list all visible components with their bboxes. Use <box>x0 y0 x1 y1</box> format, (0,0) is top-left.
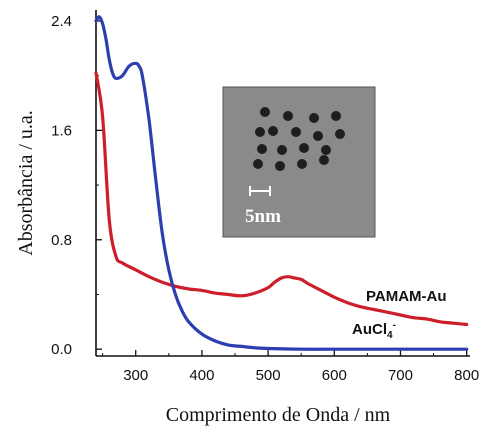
series-line-pamam-au <box>94 71 469 327</box>
x-tick-label: 600 <box>322 367 347 384</box>
nanoparticle-dot <box>335 129 345 139</box>
nanoparticle-dot <box>257 144 267 154</box>
tem-inset: 5nm <box>222 86 376 238</box>
nanoparticle-dot <box>283 111 293 121</box>
nanoparticle-dot <box>313 131 323 141</box>
nanoparticle-dot <box>260 107 270 117</box>
nanoparticle-dot <box>331 111 341 121</box>
x-tick-label: 400 <box>189 367 214 384</box>
series-line-aucl4 <box>94 15 469 351</box>
nanoparticle-dot <box>319 155 329 165</box>
scale-bar-label: 5nm <box>245 206 281 227</box>
ticks: 300 400 500 600 700 800 0.0 0.8 1.6 2.4 <box>51 13 479 384</box>
x-tick-label: 700 <box>388 367 413 384</box>
nanoparticle-dot <box>253 159 263 169</box>
nanoparticle-dot <box>321 145 331 155</box>
aucl4-sup: - <box>393 320 396 331</box>
nanoparticle-dot <box>277 145 287 155</box>
x-axis-title: Comprimento de Onda / nm <box>166 404 391 426</box>
nanoparticle-dot <box>268 126 278 136</box>
y-tick-label: 2.4 <box>51 13 72 30</box>
nanoparticle-dot <box>297 159 307 169</box>
axes <box>95 10 470 357</box>
nanoparticles <box>253 107 345 171</box>
series-label-pamam-au: PAMAM-Au <box>366 288 447 305</box>
y-tick-label: 0.0 <box>51 341 72 358</box>
series-label-aucl4: AuCl4- <box>352 320 396 341</box>
y-axis-title: Absorbância / u.a. <box>15 110 37 256</box>
scale-bar <box>249 186 271 196</box>
nanoparticle-dot <box>309 113 319 123</box>
nanoparticle-dot <box>275 161 285 171</box>
aucl4-sub: 4 <box>387 330 393 341</box>
curves <box>94 15 469 351</box>
x-tick-label: 300 <box>123 367 148 384</box>
aucl4-main: AuCl <box>352 321 387 338</box>
nanoparticle-dot <box>255 127 265 137</box>
y-tick-label: 0.8 <box>51 232 72 249</box>
nanoparticle-dot <box>291 127 301 137</box>
x-tick-label: 800 <box>454 367 479 384</box>
nanoparticle-dot <box>299 143 309 153</box>
y-tick-label: 1.6 <box>51 122 72 139</box>
x-tick-label: 500 <box>256 367 281 384</box>
